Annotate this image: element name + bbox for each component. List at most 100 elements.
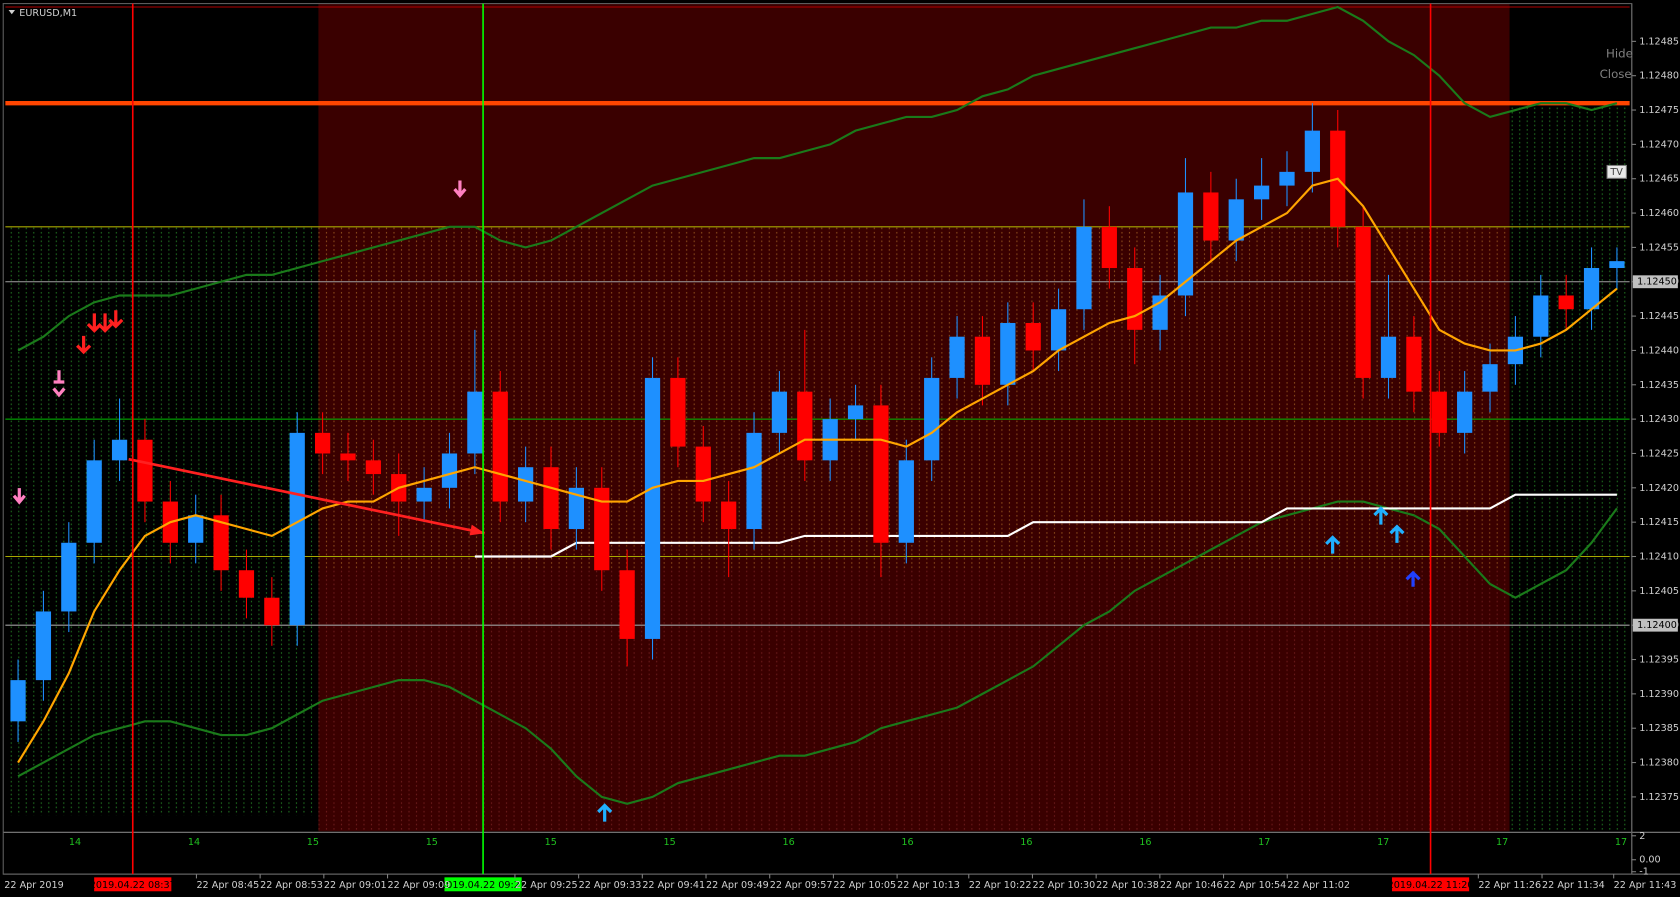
candle-body [188, 515, 204, 543]
candle-body [1583, 268, 1600, 310]
y-tick-label: 1.12415 [1639, 517, 1679, 528]
candle-body [695, 446, 711, 502]
x-tick-label: 22 Apr 09:49 [706, 880, 769, 891]
y-tick-label: 1.12455 [1639, 242, 1679, 253]
candle-body [797, 391, 813, 461]
sub-label: 16 [782, 837, 794, 848]
candle-body [670, 377, 686, 447]
zone-texture [5, 225, 319, 816]
trend-arrow [128, 457, 485, 535]
x-tick-label: 22 Apr 11:34 [1542, 880, 1605, 891]
x-tick-label: 22 Apr 10:30 [1032, 880, 1095, 891]
candle-body [898, 460, 914, 543]
candle-body [1076, 226, 1092, 310]
plot [5, 5, 1630, 805]
candle-body [924, 377, 940, 461]
candle-body [365, 460, 381, 475]
time-line-label: 2019.04.22 09:21 [440, 880, 526, 891]
y-tick-label: 1.12420 [1639, 483, 1679, 494]
x-tick-label: 22 Apr 09:09 [388, 880, 451, 891]
candle-body [1254, 185, 1270, 200]
candle-body [61, 542, 77, 612]
y-tick-label: 1.12480 [1639, 71, 1679, 82]
x-tick-label: 22 Apr 09:33 [579, 880, 642, 891]
y-tick-label: 1.12465 [1639, 174, 1679, 185]
sub-label: 15 [545, 837, 557, 848]
candle-body [340, 453, 356, 461]
candle-body [594, 487, 610, 571]
y-tick-label: 1.12385 [1639, 723, 1679, 734]
y-tick-label: 1.12440 [1639, 345, 1679, 356]
x-tick-label: 22 Apr 09:01 [324, 880, 387, 891]
sub-label: 16 [901, 837, 913, 848]
y-tick-label: 1.12425 [1639, 448, 1679, 459]
y-tick-label: 1.12430 [1639, 414, 1679, 425]
indicator-line [17, 177, 1618, 764]
trend-arrow-head [469, 524, 485, 536]
buy-arrows [597, 506, 1421, 822]
sub-label: 17 [1615, 837, 1627, 848]
candle-body [974, 336, 991, 385]
candle-body [1177, 192, 1194, 296]
y-tick-label: 1.12380 [1639, 758, 1679, 769]
signal-arrows [12, 180, 467, 505]
x-tick-label: 22 Apr 10:38 [1096, 880, 1159, 891]
y-tick-label: 1.12375 [1639, 792, 1679, 803]
candle-body [1228, 199, 1244, 241]
y-tick-label: 1.12470 [1639, 139, 1679, 150]
level-label-box [1632, 618, 1678, 632]
candle-body [86, 460, 102, 543]
time-line-label-box [444, 877, 522, 892]
candle-body [746, 432, 762, 530]
time-line-label-box [1391, 877, 1470, 892]
x-tick-label: 22 Apr 10:13 [897, 880, 960, 891]
indicator-line [17, 5, 1618, 352]
close-button[interactable]: Close [1600, 67, 1632, 81]
candle-body [568, 487, 584, 530]
sub-label: 16 [1020, 837, 1032, 848]
y-tick-label: 1.12485 [1639, 36, 1679, 47]
hide-button[interactable]: Hide [1606, 46, 1633, 60]
sub-y-tick-label: -1 [1639, 867, 1649, 878]
candle-body [1380, 336, 1397, 378]
candle-body [1279, 171, 1295, 186]
x-tick-label: 22 Apr 10:05 [833, 880, 896, 891]
candle-body [1000, 322, 1016, 385]
y-tick-label: 1.12405 [1639, 586, 1679, 597]
candle-body [1304, 130, 1320, 172]
tv-button[interactable]: TV [1609, 167, 1623, 178]
chart-title: EURUSD,M1 [19, 8, 77, 19]
candle-body [213, 515, 229, 571]
candle-body [1431, 391, 1447, 433]
candle-body [467, 391, 483, 454]
candle-body [619, 570, 635, 639]
x-tick-label: 22 Apr 11:02 [1287, 880, 1350, 891]
menu-triangle [8, 10, 16, 15]
time-line-label: 2019.04.22 08:37 [90, 880, 176, 891]
candle-body [873, 405, 889, 543]
x-tick-label: 22 Apr 10:54 [1224, 880, 1287, 891]
candle-body [949, 336, 965, 378]
candle-body [1609, 261, 1625, 269]
indicator-line [17, 500, 1618, 805]
candle-body [137, 439, 153, 502]
x-tick-label: 22 Apr 11:43 [1614, 880, 1677, 891]
level-label: 1.12450 [1637, 277, 1677, 288]
candle-body [289, 432, 305, 626]
x-tick-label: 22 Apr 10:46 [1160, 880, 1223, 891]
sub-label: 14 [188, 837, 200, 848]
candle-body [721, 501, 737, 530]
sub-label: 14 [69, 837, 81, 848]
y-tick-label: 1.12410 [1639, 551, 1679, 562]
sub-y-tick-label: 2 [1639, 831, 1645, 842]
y-tick-label: 1.12395 [1639, 655, 1679, 666]
zone-texture [318, 568, 1510, 832]
candle-body [264, 597, 280, 626]
candle-body [543, 467, 559, 530]
candle-body [1457, 391, 1473, 433]
tv-button-box[interactable] [1606, 164, 1627, 179]
x-tick-label: 22 Apr 08:53 [260, 880, 323, 891]
candle-body [1152, 295, 1168, 330]
